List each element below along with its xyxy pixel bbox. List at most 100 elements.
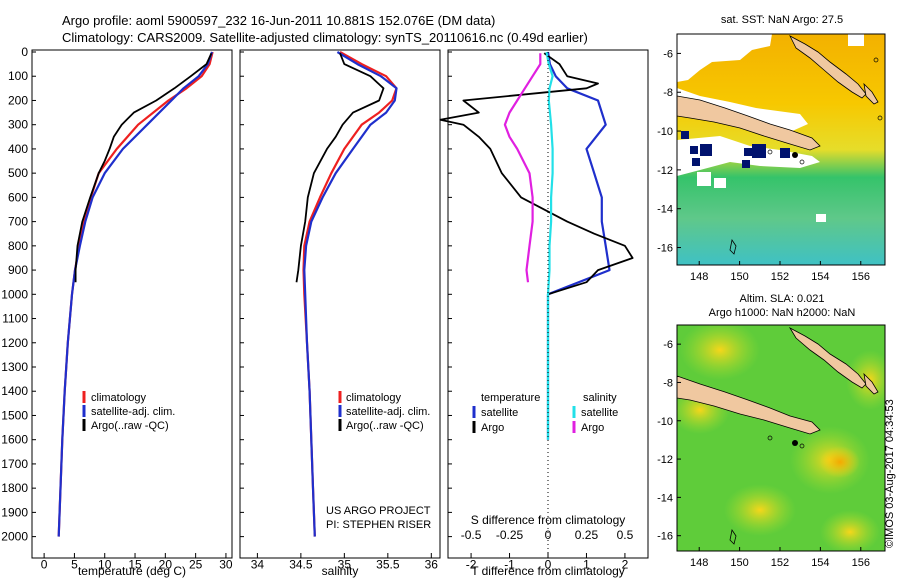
lat-tick-label: -12 [657,454,673,466]
sst-map-ticks: 148 150 152 154 156 -6 -8 -10 -12 -14 -16 [657,48,870,283]
s-difference-tick-label: -0.5 [461,528,482,542]
depth-tick-label: 900 [8,263,28,277]
header-line-2: Climatology: CARS2009. Satellite-adjuste… [62,30,588,45]
series-line-argo [439,52,634,296]
sla-map [677,325,885,551]
temperature-xlabel: temperature (deg C) [78,564,186,578]
s-difference-tick-label: 0.25 [575,528,599,542]
legend-argo-label: Argo(..raw -QC) [346,420,424,432]
lon-tick-label: 152 [771,271,789,283]
x-tick-label: 34.5 [289,558,313,572]
small-island [873,57,879,63]
depth-tick-label: 2000 [1,530,28,544]
x-tick-label: 35.5 [376,558,400,572]
x-tick-label: 20 [159,558,173,572]
salinity-panel-frame [239,49,441,559]
s-difference-xlabel: S difference from climatology [471,513,626,527]
lat-tick-label: -12 [657,165,673,177]
x-tick-label: 35 [338,558,352,572]
no-data-cell [714,178,726,188]
temperature-profiles [57,51,214,537]
sst-map-title: sat. SST: NaN Argo: 27.5 [721,14,843,26]
s-difference-tick-label: -0.25 [496,528,524,542]
land-new-britain [789,35,867,99]
difference-legend: temperature salinity satellite Argo sate… [472,392,618,434]
sla-anomaly [820,510,880,551]
depth-tick-label: 400 [8,142,28,156]
series-line-argo [74,52,213,283]
legend-argo-label: Argo(..raw -QC) [91,420,169,432]
x-tick-label: 34 [251,558,265,572]
small-island [877,115,883,121]
lat-tick-label: -8 [663,377,673,389]
project-credit: US ARGO PROJECT [326,505,431,517]
series-line-satellite [546,51,611,440]
salinity-profiles [295,51,398,537]
lat-tick-label: -6 [663,48,673,60]
sst-map-frame [676,33,886,266]
lon-tick-label: 154 [811,271,829,283]
sla-map-title-1: Altim. SLA: 0.021 [740,293,825,305]
lon-tick-label: 148 [690,271,708,283]
x-tick-label: 1 [583,558,590,572]
depth-tick-label: 0 [21,45,28,59]
small-island [767,149,773,155]
x-tick-label: -2 [466,558,477,572]
lat-tick-label: -16 [657,243,673,255]
depth-tick-label: 1500 [1,408,28,422]
cold-cell [692,158,700,166]
x-tick-label: 0 [545,558,552,572]
no-data-cell [816,214,826,222]
series-line-argo [295,52,385,283]
lon-tick-label: 156 [852,557,870,569]
no-data-cell [697,172,711,186]
depth-tick-label: 1200 [1,336,28,350]
land-island [863,372,879,395]
depth-tick-label: 300 [8,118,28,132]
series-line-climatology [57,51,214,537]
reef-outline [729,238,737,255]
depth-tick-label: 800 [8,239,28,253]
depth-tick-label: 1100 [2,312,28,326]
x-tick-label: 10 [98,558,112,572]
x-tick-label: 15 [128,558,142,572]
land-new-guinea [677,95,821,151]
sla-anomaly [680,325,760,380]
lon-tick-label: 150 [730,271,748,283]
cold-cell [780,148,790,158]
no-data-region [677,88,808,132]
temperature-legend: climatology satellite-adj. clim. Argo(..… [82,391,175,432]
lon-tick-label: 148 [690,557,708,569]
float-position-marker [792,152,798,158]
small-island [799,159,805,165]
small-island [799,443,805,449]
x-tick-label: 25 [189,558,203,572]
depth-tick-label: 1400 [1,384,28,398]
legend-sal-satellite-label: satellite [581,407,618,419]
cold-cell [681,131,689,139]
cold-cell [752,144,766,158]
legend-sal-argo-label: Argo [581,422,604,434]
legend-climatology-label: climatology [91,392,147,404]
series-line-sal_argo [503,53,542,283]
sla-map-ticks: 148 150 152 154 156 -6 -8 -10 -12 -14 -16 [657,339,870,569]
salinity-legend: climatology satellite-adj. clim. Argo(..… [338,391,430,432]
sla-anomaly [724,484,796,536]
no-data-cell [848,34,864,46]
depth-tick-label: 1800 [1,481,28,495]
depth-tick-label: 600 [8,190,28,204]
header-line-1: Argo profile: aoml 5900597_232 16-Jun-20… [62,13,495,28]
legend-temp-argo-label: Argo [481,422,504,434]
x-tick-label: 0 [41,558,48,572]
x-tick-label: -1 [504,558,515,572]
difference-axes: -2 -1 0 1 2 -0.5 -0.25 0 0.25 0.5 [448,51,634,572]
temperature-panel-frame [31,49,233,559]
depth-tick-label: 1000 [1,287,28,301]
x-tick-label: 36 [425,558,439,572]
sst-map [677,34,885,265]
land-new-britain [788,326,867,389]
reef-outline [729,528,737,545]
no-data-region [677,34,772,82]
depth-tick-label: 200 [8,93,28,107]
